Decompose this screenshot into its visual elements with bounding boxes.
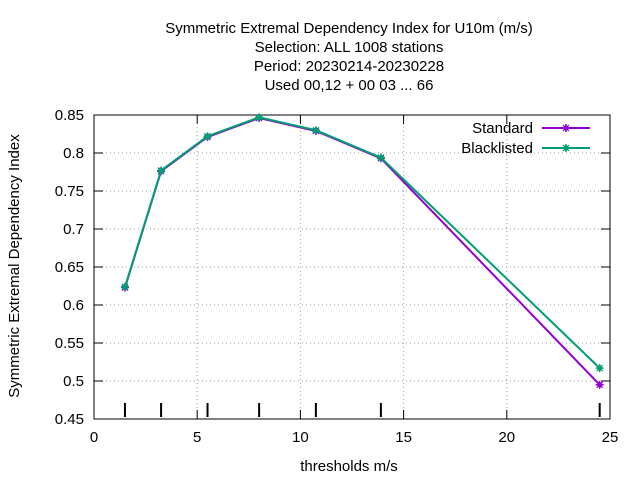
y-axis-label: Symmetric Extremal Dependency Index: [6, 134, 23, 398]
y-axis: 0.45 0.5 0.55 0.6 0.65 0.7 0.75 0.8 0.85: [55, 107, 610, 428]
y-tick-label: 0.85: [55, 107, 84, 124]
x-tick-label: 10: [292, 429, 309, 446]
y-tick-label: 0.5: [63, 373, 84, 390]
series-line-standard: [124, 116, 601, 386]
data-point-blacklisted: [157, 166, 166, 175]
y-tick-label: 0.75: [55, 183, 84, 200]
y-tick-label: 0.6: [63, 297, 84, 314]
y-tick-label: 0.45: [55, 411, 84, 428]
y-tick-label: 0.7: [63, 221, 84, 238]
threshold-marks: [123, 403, 601, 417]
plot-frame: [93, 114, 611, 420]
data-point-blacklisted: [311, 126, 320, 135]
x-tick-label: 15: [395, 429, 412, 446]
x-tick-label: 0: [90, 429, 98, 446]
data-point-blacklisted: [120, 282, 129, 291]
chart-title-line: Used 00,12 + 00 03 ... 66: [265, 77, 434, 94]
x-tick-label: 5: [193, 429, 201, 446]
chart-title-line: Period: 20230214-20230228: [254, 58, 444, 75]
x-axis-label: thresholds m/s: [300, 458, 398, 475]
legend-marker: [562, 144, 570, 152]
data-point-standard: [595, 380, 604, 389]
chart-title-line: Symmetric Extremal Dependency Index for …: [165, 20, 533, 37]
x-tick-label: 25: [602, 429, 619, 446]
series: [120, 113, 604, 389]
legend: Standard Blacklisted: [461, 120, 590, 157]
data-point-blacklisted: [595, 364, 604, 373]
legend-marker: [562, 124, 570, 132]
x-axis: 0 5 10 15 20 25: [90, 115, 619, 446]
x-tick-label: 20: [498, 429, 515, 446]
chart-title: Symmetric Extremal Dependency Index for …: [165, 20, 533, 94]
y-tick-label: 0.8: [63, 145, 84, 162]
data-point-blacklisted: [376, 153, 385, 162]
chart-title-line: Selection: ALL 1008 stations: [255, 39, 444, 56]
legend-label: Standard: [472, 120, 533, 137]
legend-label: Blacklisted: [461, 140, 533, 157]
grid: [94, 115, 610, 419]
y-tick-label: 0.55: [55, 335, 84, 352]
data-point-blacklisted: [203, 132, 212, 141]
data-point-blacklisted: [255, 113, 264, 122]
y-tick-label: 0.65: [55, 259, 84, 276]
